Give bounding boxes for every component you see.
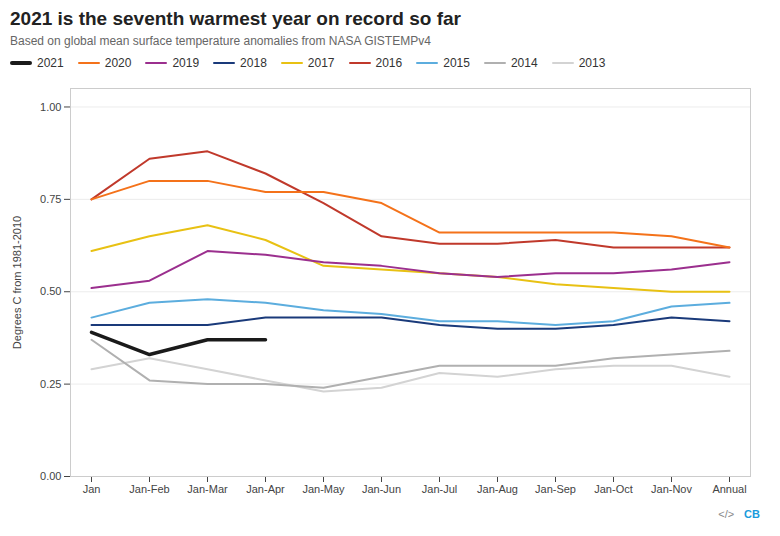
- html-text:2014: 2014: [510, 56, 538, 70]
- svg-text:Degrees C from 1981-2010: Degrees C from 1981-2010: [11, 216, 23, 349]
- svg-text:Jan-Nov: Jan-Nov: [651, 483, 692, 495]
- svg-text:Jan-Jun: Jan-Jun: [362, 483, 401, 495]
- svg-text:Jan-May: Jan-May: [302, 483, 345, 495]
- html-text:2020: 2020: [104, 56, 132, 70]
- svg-text:Annual: Annual: [712, 483, 746, 495]
- html-text:2016: 2016: [375, 56, 403, 70]
- html-text:2013: 2013: [578, 56, 606, 70]
- svg-text:Jan-Feb: Jan-Feb: [129, 483, 169, 495]
- svg-text:1.00: 1.00: [40, 100, 61, 112]
- svg-text:0.75: 0.75: [40, 193, 61, 205]
- svg-text:Jan-Sep: Jan-Sep: [535, 483, 576, 495]
- svg-text:Jan-Mar: Jan-Mar: [187, 483, 228, 495]
- svg-text:0.00: 0.00: [40, 470, 61, 482]
- html-text:CB: CB: [744, 508, 760, 520]
- svg-text:Jan-Jul: Jan-Jul: [422, 483, 457, 495]
- svg-text:Jan-Aug: Jan-Aug: [477, 483, 518, 495]
- svg-text:0.25: 0.25: [40, 378, 61, 390]
- html-text:2017: 2017: [307, 56, 335, 70]
- svg-text:0.50: 0.50: [40, 285, 61, 297]
- html-text:2018: 2018: [240, 56, 267, 70]
- html-text:Based on global mean surface t: Based on global mean surface temperature…: [10, 34, 431, 48]
- svg-text:Jan: Jan: [83, 483, 101, 495]
- html-text:2021 is the seventh warmest ye: 2021 is the seventh warmest year on reco…: [10, 8, 461, 29]
- html-text:2019: 2019: [172, 56, 200, 70]
- svg-text:Jan-Oct: Jan-Oct: [594, 483, 633, 495]
- html-text:2021: 2021: [37, 56, 64, 70]
- svg-text:Jan-Apr: Jan-Apr: [246, 483, 285, 495]
- html-text:2015: 2015: [443, 56, 470, 70]
